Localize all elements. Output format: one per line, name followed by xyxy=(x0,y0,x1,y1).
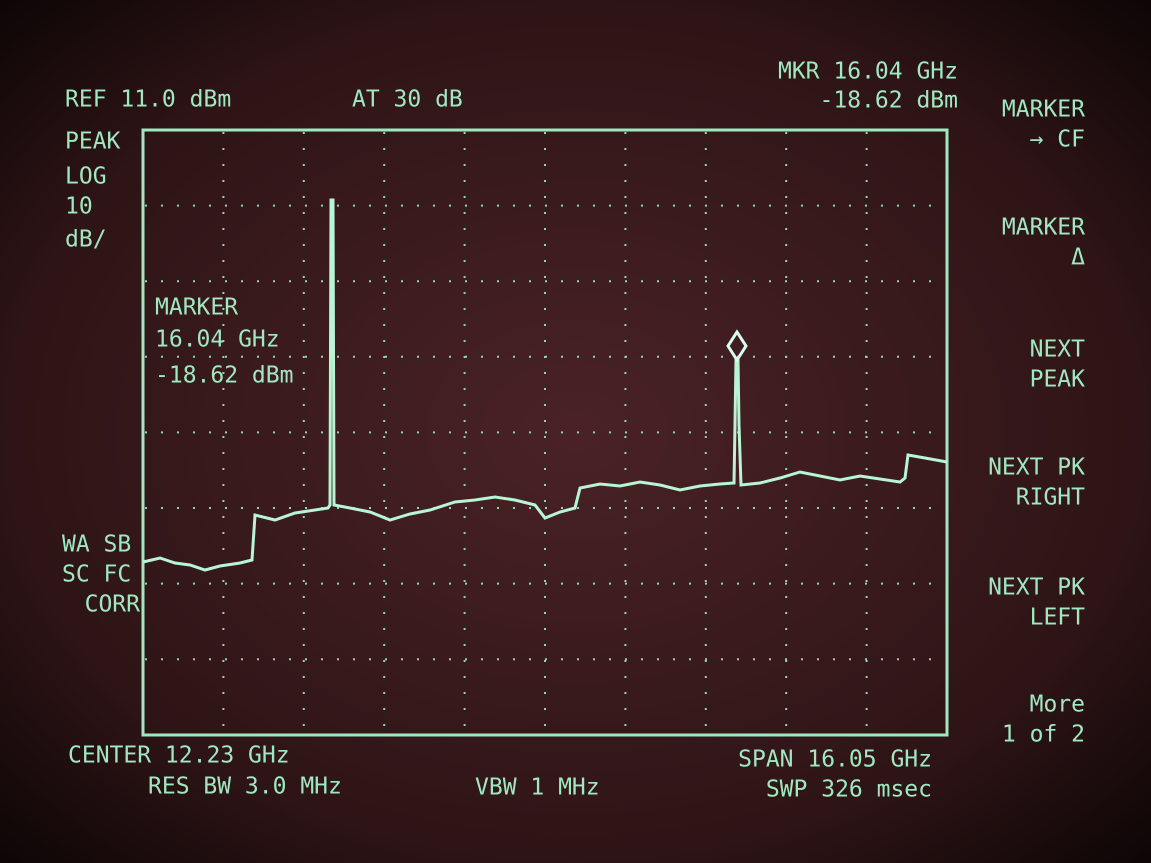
attenuation: AT 30 dB xyxy=(352,87,463,113)
softkey-label[interactable]: PEAK xyxy=(1030,367,1086,393)
softkey-label[interactable]: NEXT PK xyxy=(988,455,1085,481)
status-label: WA SB xyxy=(62,532,131,558)
spectrum-trace xyxy=(142,198,948,572)
graticule-frame xyxy=(141,128,949,737)
softkey-label[interactable]: MARKER xyxy=(1002,215,1085,241)
ref-level: REF 11.0 dBm xyxy=(65,87,231,113)
softkey-label[interactable]: 1 of 2 xyxy=(1002,722,1085,748)
graticule-grid xyxy=(145,132,945,733)
sweep-time: SWP 326 msec xyxy=(766,777,932,803)
scale-label: LOG xyxy=(65,164,107,190)
marker-readout: 16.04 GHz xyxy=(155,327,280,353)
labels: REF 11.0 dBm AT 30 dB MKR 16.04 GHz -18.62 … xyxy=(62,59,1085,803)
resolution-bandwidth: RES BW 3.0 MHz xyxy=(148,774,342,800)
video-bandwidth: VBW 1 MHz xyxy=(475,775,600,801)
scale-label: PEAK xyxy=(65,129,121,155)
marker-readout: -18.62 dBm xyxy=(155,363,293,389)
marker-level: -18.62 dBm xyxy=(820,88,958,114)
scale-label: 10 xyxy=(65,194,93,220)
softkey-label[interactable]: LEFT xyxy=(1030,605,1086,631)
scale-label: dB/ xyxy=(65,227,107,253)
softkey-label[interactable]: MARKER xyxy=(1002,97,1085,123)
center-frequency: CENTER 12.23 GHz xyxy=(68,743,290,769)
status-label: SC FC xyxy=(62,562,131,588)
softkey-label[interactable]: More xyxy=(1030,692,1085,718)
span: SPAN 16.05 GHz xyxy=(738,747,932,773)
softkey-label[interactable]: RIGHT xyxy=(1016,485,1085,511)
softkey-label[interactable]: NEXT PK xyxy=(988,575,1085,601)
softkey-label[interactable]: NEXT xyxy=(1030,337,1086,363)
marker-readout: MARKER xyxy=(155,295,238,321)
marker-diamond xyxy=(726,329,748,363)
marker-frequency: MKR 16.04 GHz xyxy=(778,59,958,85)
softkey-label[interactable]: → CF xyxy=(1030,127,1085,153)
softkey-label[interactable]: Δ xyxy=(1071,245,1085,271)
status-label: CORR xyxy=(85,592,141,618)
